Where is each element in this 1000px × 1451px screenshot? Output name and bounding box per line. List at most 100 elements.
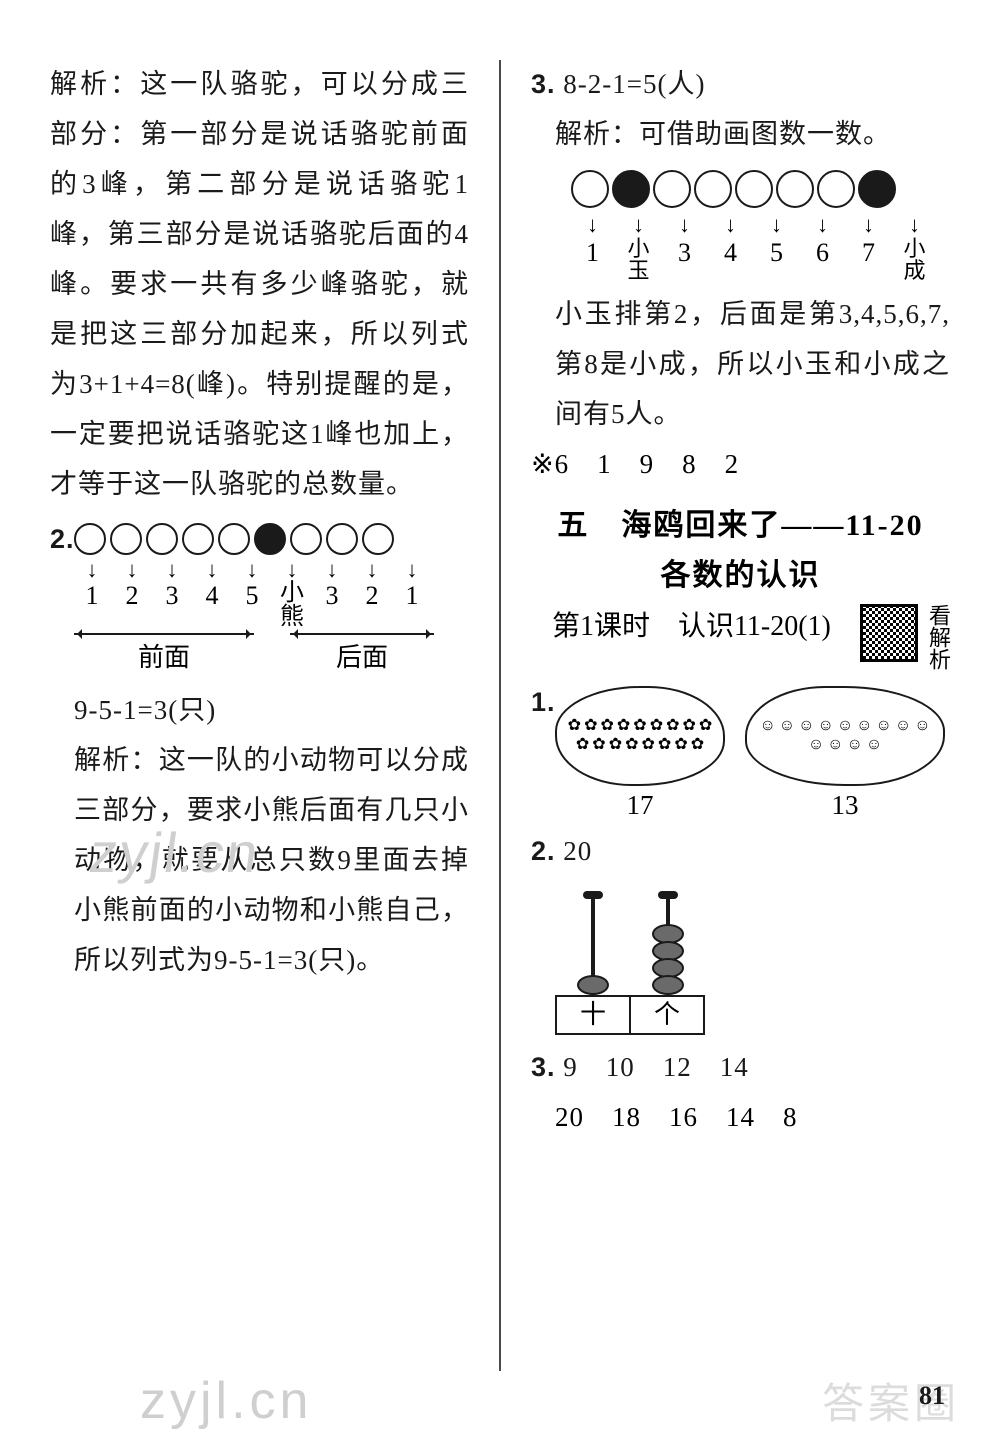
item-icon: ✿ bbox=[592, 737, 605, 753]
arrow-down-icon: ↓ bbox=[114, 559, 150, 581]
filled-circle-icon bbox=[858, 170, 896, 208]
item-icon: ☺ bbox=[798, 718, 814, 734]
q2-circle-row bbox=[74, 523, 469, 555]
page-number: 81 bbox=[919, 1381, 945, 1411]
item-icon: ✿ bbox=[609, 737, 622, 753]
item-icon: ✿ bbox=[666, 718, 679, 734]
circle-icon bbox=[653, 170, 691, 208]
q2-arrow-row: ↓ ↓ ↓ ↓ ↓ ↓ ↓ ↓ ↓ bbox=[74, 559, 469, 581]
circle-icon bbox=[182, 523, 214, 555]
item-icon: ✿ bbox=[633, 718, 646, 734]
q2-number: 2. bbox=[50, 515, 74, 565]
filled-circle-icon bbox=[612, 170, 650, 208]
q2-pos: 1 bbox=[394, 581, 430, 629]
chapter-title: 五 海鸥回来了——11-20 bbox=[531, 500, 950, 544]
qr-code-icon[interactable] bbox=[860, 604, 918, 662]
q2-range-back: 后面 bbox=[290, 633, 434, 674]
filled-circle-icon bbox=[254, 523, 286, 555]
abacus-label-ten: 十 bbox=[557, 997, 631, 1033]
abacus-rods bbox=[555, 885, 705, 995]
circle-icon bbox=[74, 523, 106, 555]
q2-front-label: 前面 bbox=[138, 643, 190, 672]
q2-analysis: 解析：这一队的小动物可以分成三部分，要求小熊后面有几只小动物，就要从总只数9里面… bbox=[74, 736, 469, 986]
arrow-down-icon: ↓ bbox=[274, 559, 310, 581]
item-icon: ✿ bbox=[625, 737, 638, 753]
blob-group-1: ✿✿✿✿✿✿✿✿✿✿✿✿✿✿✿✿✿ bbox=[555, 686, 725, 786]
q2-pos: 3 bbox=[154, 581, 190, 629]
left-column: 解析：这一队骆驼，可以分成三部分：第一部分是说话骆驼前面的3峰，第二部分是说话骆… bbox=[50, 60, 479, 1371]
item-icon: ☺ bbox=[827, 737, 843, 753]
arrow-down-icon: ↓ bbox=[571, 212, 614, 238]
abacus-diagram: 十 个 bbox=[555, 885, 705, 1035]
item-icon: ✿ bbox=[683, 718, 696, 734]
circle-icon bbox=[694, 170, 732, 208]
circle-icon bbox=[776, 170, 814, 208]
q2-back-label: 后面 bbox=[336, 643, 388, 672]
arrow-down-icon: ↓ bbox=[709, 212, 752, 238]
abacus-rod-ten bbox=[591, 895, 595, 995]
q1-answer-2: 13 bbox=[745, 790, 945, 821]
q3-circle-row bbox=[571, 170, 950, 208]
item-icon: ☺ bbox=[876, 718, 892, 734]
q3-pos: 7 bbox=[847, 238, 890, 282]
item-icon: ☺ bbox=[856, 718, 872, 734]
arrow-down-icon: ↓ bbox=[194, 559, 230, 581]
q3-num-row: 1 小玉 3 4 5 6 7 小成 bbox=[571, 238, 950, 282]
qr-label: 看解析 bbox=[926, 604, 950, 670]
q3-pos: 3 bbox=[663, 238, 706, 282]
q3-pos: 1 bbox=[571, 238, 614, 282]
column-divider bbox=[499, 60, 501, 1371]
item-icon: ☺ bbox=[914, 718, 930, 734]
q2-equation: 9-5-1=3(只) bbox=[74, 686, 469, 736]
q3-pos: 5 bbox=[755, 238, 798, 282]
q3b-row2: 20 18 16 14 8 bbox=[555, 1093, 950, 1143]
arrow-down-icon: ↓ bbox=[847, 212, 890, 238]
rod-cap-icon bbox=[658, 891, 678, 899]
q3b-line1: 3. 9 10 12 14 bbox=[531, 1043, 950, 1093]
q2-pos: 2 bbox=[114, 581, 150, 629]
watermark-text: zyjl.cn bbox=[140, 1371, 312, 1431]
item-icon: ☺ bbox=[759, 718, 775, 734]
analysis-para-1: 解析：这一队骆驼，可以分成三部分：第一部分是说话骆驼前面的3峰，第二部分是说话骆… bbox=[50, 60, 469, 509]
q1-block: 1. ✿✿✿✿✿✿✿✿✿✿✿✿✿✿✿✿✿ ☺☺☺☺☺☺☺☺☺☺☺☺☺ 17 13 bbox=[531, 678, 950, 821]
circle-icon bbox=[146, 523, 178, 555]
item-icon: ✿ bbox=[576, 737, 589, 753]
q2-pos: 5 bbox=[234, 581, 270, 629]
q3-analysis: 小玉排第2，后面是第3,4,5,6,7,第8是小成，所以小玉和小成之间有5人。 bbox=[555, 290, 950, 440]
arrow-down-icon: ↓ bbox=[755, 212, 798, 238]
arrow-down-icon: ↓ bbox=[893, 212, 936, 238]
item-icon: ☺ bbox=[847, 737, 863, 753]
q2-range-row: 前面 后面 bbox=[74, 633, 469, 674]
arrow-down-icon: ↓ bbox=[801, 212, 844, 238]
item-icon: ✿ bbox=[658, 737, 671, 753]
q1-answers: 17 13 bbox=[555, 790, 950, 821]
item-icon: ✿ bbox=[617, 718, 630, 734]
range-line-icon bbox=[290, 633, 434, 635]
item-icon: ✿ bbox=[584, 718, 597, 734]
star-answer-row: ※6 1 9 8 2 bbox=[531, 440, 950, 490]
q3-pos: 小玉 bbox=[617, 238, 660, 282]
item-icon: ☺ bbox=[895, 718, 911, 734]
q2-pos: 4 bbox=[194, 581, 230, 629]
q1-answer-1: 17 bbox=[555, 790, 725, 821]
q2-num-row: 1 2 3 4 5 小熊 3 2 1 bbox=[74, 581, 469, 629]
arrow-down-icon: ↓ bbox=[663, 212, 706, 238]
item-icon: ☺ bbox=[837, 718, 853, 734]
arrow-down-icon: ↓ bbox=[154, 559, 190, 581]
circle-icon bbox=[110, 523, 142, 555]
q3-pos: 4 bbox=[709, 238, 752, 282]
q2-block: 2. ↓ ↓ bbox=[50, 515, 469, 986]
chapter-subtitle: 各数的认识 bbox=[531, 550, 950, 594]
arrow-down-icon: ↓ bbox=[617, 212, 660, 238]
lesson-row: 第1课时 认识11-20(1) 看解析 bbox=[531, 604, 950, 670]
arrow-down-icon: ↓ bbox=[394, 559, 430, 581]
item-icon: ✿ bbox=[674, 737, 687, 753]
q3b-number: 3. bbox=[531, 1052, 556, 1082]
range-line-icon bbox=[74, 633, 254, 635]
abacus-rod-one bbox=[666, 895, 670, 995]
q2b-answer: 20 bbox=[563, 836, 592, 866]
q1-images: ✿✿✿✿✿✿✿✿✿✿✿✿✿✿✿✿✿ ☺☺☺☺☺☺☺☺☺☺☺☺☺ bbox=[555, 686, 945, 786]
circle-icon bbox=[571, 170, 609, 208]
arrow-down-icon: ↓ bbox=[354, 559, 390, 581]
q3-pos: 6 bbox=[801, 238, 844, 282]
